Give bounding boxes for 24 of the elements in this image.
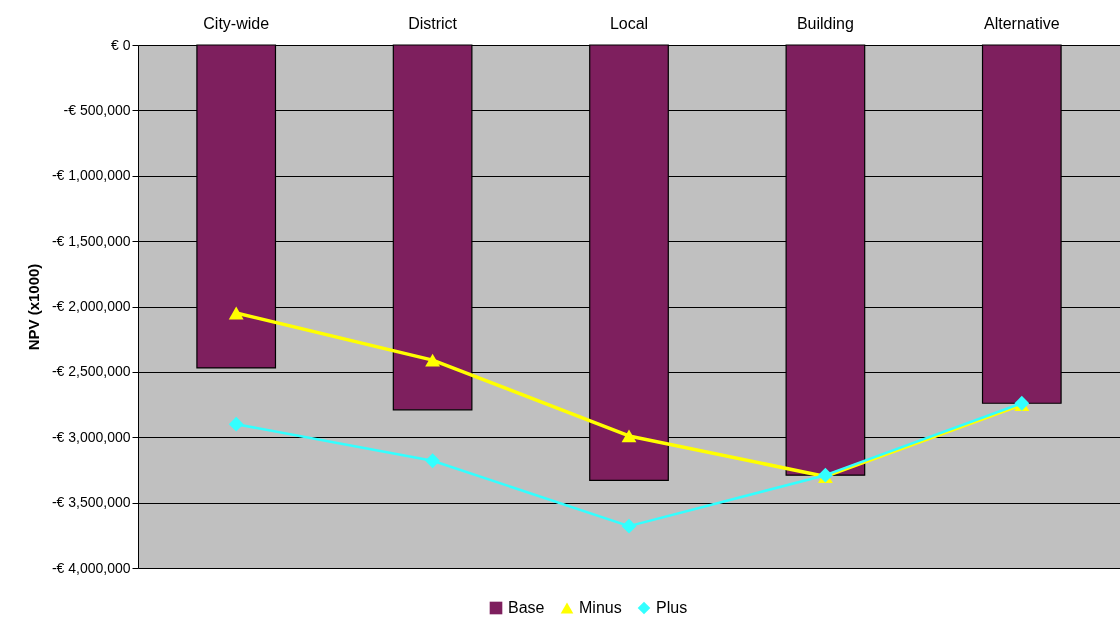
y-axis-title: NPV (x1000) xyxy=(24,263,42,351)
point xyxy=(425,353,441,367)
legend-label: Plus xyxy=(656,599,688,616)
point xyxy=(621,518,637,534)
point xyxy=(228,306,244,320)
x-tick-label: Local xyxy=(609,14,649,32)
legend-label: Base xyxy=(508,599,545,616)
point xyxy=(425,453,441,469)
point xyxy=(621,429,637,443)
y-tick-label: € 0 xyxy=(111,36,131,53)
y-tick-label: -€ 500,000 xyxy=(63,101,131,118)
x-tick-label: City-wide xyxy=(203,14,270,32)
y-tick-label: -€ 3,000,000 xyxy=(51,428,131,445)
point xyxy=(228,416,244,432)
y-tick-label: -€ 3,500,000 xyxy=(51,494,131,511)
y-tick-label: -€ 1,500,000 xyxy=(51,232,131,249)
y-tick-label: -€ 2,000,000 xyxy=(51,298,131,314)
x-tick-label: Building xyxy=(796,14,854,32)
legend-label: Minus xyxy=(579,599,622,616)
x-tick-label: District xyxy=(408,14,458,32)
x-tick-label: Alternative xyxy=(984,14,1060,32)
y-tick-label: -€ 1,000,000 xyxy=(51,167,131,184)
y-tick-label: -€ 2,500,000 xyxy=(51,363,131,380)
y-tick-label: -€ 4,000,000 xyxy=(51,559,131,576)
